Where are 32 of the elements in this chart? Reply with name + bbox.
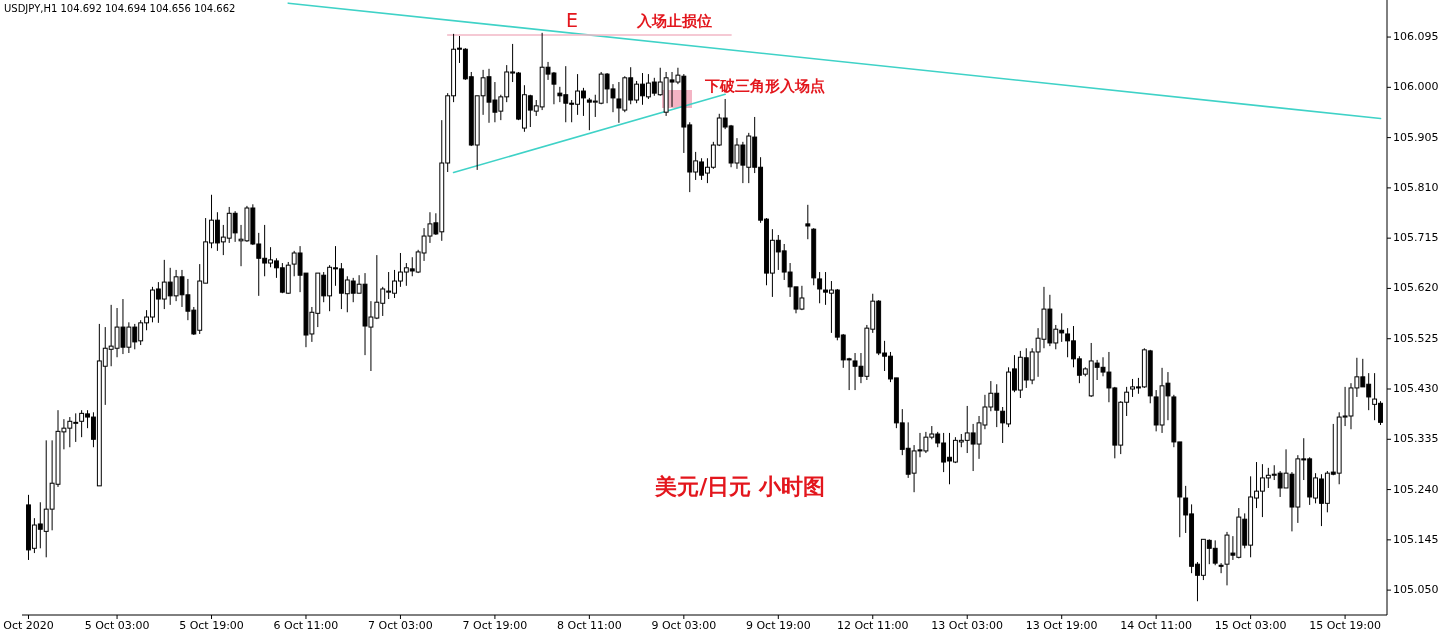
x-tick-label: 12 Oct 11:00 xyxy=(836,619,909,632)
x-tick-label: Oct 2020 xyxy=(3,619,54,632)
x-tick-label: 5 Oct 19:00 xyxy=(179,619,244,632)
y-tick-label: 105.430 xyxy=(1393,382,1439,396)
x-tick-label: 13 Oct 03:00 xyxy=(931,619,1004,632)
x-tick-label: 13 Oct 19:00 xyxy=(1025,619,1098,632)
y-tick-label: 105.620 xyxy=(1393,281,1439,295)
y-tick-label: 105.145 xyxy=(1393,532,1439,546)
x-tick-label: 5 Oct 03:00 xyxy=(84,619,150,632)
x-tick-label: 6 Oct 11:00 xyxy=(273,619,339,632)
y-tick-label: 105.525 xyxy=(1393,331,1439,345)
y-tick-label: 105.335 xyxy=(1393,432,1439,446)
x-tick-label: 15 Oct 19:00 xyxy=(1309,619,1381,632)
annotation: 下破三角形入场点 xyxy=(704,77,825,95)
chart-title: USDJPY,H1 104.692 104.694 104.656 104.662 xyxy=(4,3,236,14)
x-tick-label: 7 Oct 19:00 xyxy=(462,619,528,632)
y-tick-label: 105.240 xyxy=(1393,482,1439,496)
annotation: E xyxy=(566,8,579,31)
y-tick-label: 106.000 xyxy=(1393,80,1439,94)
x-tick-label: 7 Oct 03:00 xyxy=(368,619,433,632)
y-tick-label: 105.050 xyxy=(1393,583,1439,597)
annotation: 美元/日元 小时图 xyxy=(654,474,825,499)
x-tick-label: 9 Oct 19:00 xyxy=(745,619,811,632)
y-tick-label: 105.715 xyxy=(1393,231,1439,245)
y-tick-label: 105.810 xyxy=(1393,180,1439,194)
x-tick-label: 15 Oct 03:00 xyxy=(1214,619,1287,632)
y-tick-label: 105.905 xyxy=(1393,130,1439,144)
y-tick-label: 106.095 xyxy=(1393,30,1439,44)
x-tick-label: 8 Oct 11:00 xyxy=(557,619,622,632)
annotation: 入场止损位 xyxy=(635,11,712,30)
x-tick-label: 14 Oct 11:00 xyxy=(1120,619,1193,632)
x-tick-label: 9 Oct 03:00 xyxy=(651,619,717,632)
